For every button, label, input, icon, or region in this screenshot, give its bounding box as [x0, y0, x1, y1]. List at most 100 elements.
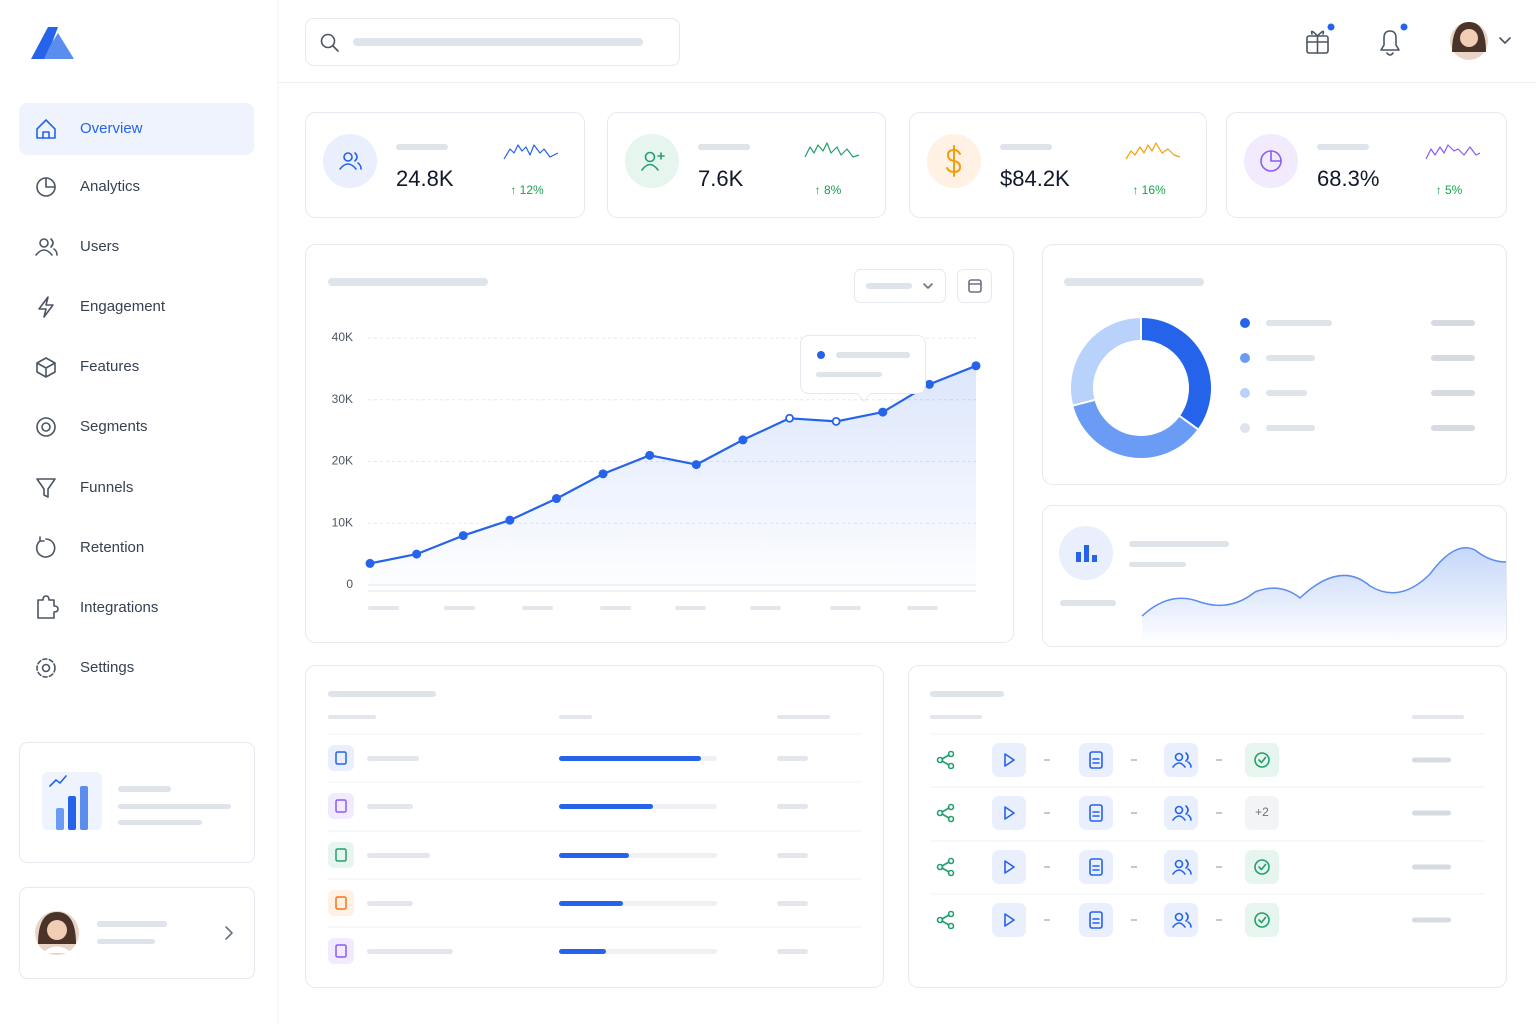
progress-bar — [559, 853, 629, 858]
feature-row[interactable] — [328, 745, 808, 771]
data-point[interactable] — [365, 558, 375, 568]
profile-avatar — [35, 911, 79, 955]
kpi-icon — [641, 151, 665, 171]
nav-item[interactable]: Features — [36, 357, 139, 378]
data-point[interactable] — [738, 435, 748, 445]
user-menu[interactable] — [1450, 22, 1511, 60]
legend-dot — [1240, 388, 1250, 398]
trend-area — [1142, 547, 1506, 640]
donut-segment[interactable] — [1069, 315, 1142, 407]
flows-card — [908, 665, 1507, 988]
gift-button[interactable] — [1306, 23, 1335, 54]
kpi-change: ↑ 8% — [815, 183, 842, 197]
nav-item[interactable]: Segments — [36, 417, 148, 437]
kpi-value: $84.2K — [1000, 166, 1070, 191]
kpi-card-bg — [909, 112, 1207, 218]
data-point[interactable] — [691, 460, 701, 470]
play-icon — [1004, 753, 1015, 767]
chevron-right[interactable] — [225, 926, 233, 940]
nav-item[interactable]: Analytics — [36, 177, 140, 197]
trend-line — [1141, 547, 1507, 617]
users-icon — [1174, 912, 1184, 922]
progress-bar — [559, 804, 653, 809]
nav-label: Retention — [80, 539, 144, 556]
data-point[interactable] — [412, 549, 422, 559]
kpi-card-bg — [1226, 112, 1507, 218]
profile-card[interactable] — [19, 887, 255, 979]
feature-icon — [328, 745, 354, 771]
nav: Overview Analytics Users Engagement Features… — [35, 119, 166, 678]
flow-row[interactable] — [936, 743, 1452, 777]
data-point[interactable] — [598, 469, 608, 479]
nav-label: Funnels — [80, 479, 133, 496]
data-point[interactable] — [924, 379, 934, 389]
flow-step — [992, 743, 1026, 777]
feature-icon — [328, 793, 354, 819]
nav-item[interactable]: Settings — [36, 658, 134, 678]
feature-icon — [328, 842, 354, 868]
legend-dot — [1240, 423, 1250, 433]
nav-item[interactable]: Integrations — [37, 595, 158, 619]
data-point[interactable] — [505, 515, 515, 525]
data-point[interactable] — [785, 413, 794, 423]
play-icon — [1004, 913, 1015, 927]
nav-label: Features — [80, 358, 139, 375]
nav-icon — [36, 417, 56, 437]
data-point[interactable] — [831, 416, 841, 426]
flow-step — [1079, 796, 1113, 830]
progress-bar — [559, 949, 606, 954]
progress-bar — [559, 756, 701, 761]
check-icon — [1254, 752, 1270, 768]
users-icon — [1174, 805, 1184, 815]
line — [369, 364, 977, 565]
flow-row[interactable] — [936, 850, 1452, 884]
feature-row[interactable] — [328, 793, 808, 819]
users-icon — [1174, 859, 1184, 869]
kpi-sparkline — [1425, 144, 1481, 160]
tooltip — [800, 335, 926, 402]
flow-step — [1245, 743, 1279, 777]
kpi-card[interactable]: 68.3% ↑ 5% — [1226, 112, 1507, 218]
nav-label: Overview — [80, 120, 143, 137]
doc-icon — [1089, 858, 1103, 876]
nav-item[interactable]: Funnels — [36, 478, 133, 498]
feature-row[interactable] — [328, 938, 808, 964]
nav-icon — [36, 119, 56, 139]
nav-item[interactable]: Users — [35, 238, 119, 256]
kpi-icon — [1260, 150, 1282, 172]
kpi-sparkline — [804, 142, 860, 158]
nav-icon — [35, 536, 56, 558]
nav-item[interactable]: Retention — [35, 536, 145, 558]
data-point[interactable] — [458, 531, 468, 541]
flow-step — [1079, 903, 1113, 937]
nav-item[interactable]: Overview — [36, 119, 143, 139]
nav-item[interactable]: Engagement — [38, 296, 166, 318]
notification-button[interactable] — [1380, 23, 1408, 56]
nav-icon — [36, 478, 56, 498]
donut-chart — [1069, 315, 1475, 460]
kpi-sparkline — [1125, 142, 1181, 160]
feature-row[interactable] — [328, 842, 808, 868]
data-point[interactable] — [551, 494, 561, 504]
logo[interactable] — [31, 27, 74, 59]
feature-row[interactable] — [328, 890, 808, 916]
flow-row[interactable] — [936, 903, 1452, 937]
flow-step — [992, 903, 1026, 937]
data-point[interactable] — [645, 450, 655, 460]
kpi-change: ↑ 16% — [1132, 183, 1166, 197]
features-card — [305, 665, 884, 988]
kpi-card[interactable]: 24.8K ↑ 12% — [305, 112, 585, 218]
nav-icon — [38, 296, 54, 318]
promo-illustration — [42, 772, 102, 830]
flow-row[interactable]: +2 — [936, 796, 1452, 830]
kpi-card[interactable]: $84.2K ↑ 16% — [909, 112, 1207, 218]
features-table — [328, 715, 862, 964]
nav-icon — [36, 177, 56, 197]
data-point[interactable] — [971, 361, 981, 371]
kpi-card[interactable]: 7.6K ↑ 8% — [607, 112, 886, 218]
data-point[interactable] — [878, 407, 888, 417]
share-icon — [936, 750, 955, 770]
date-picker[interactable] — [957, 269, 992, 303]
